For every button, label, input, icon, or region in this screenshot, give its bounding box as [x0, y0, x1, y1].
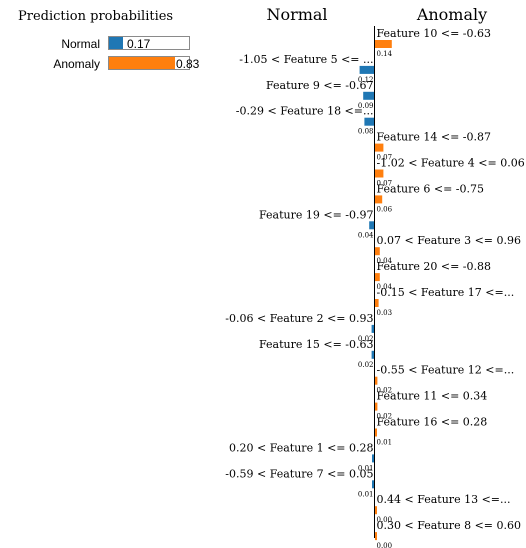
feature-label: 0.30 < Feature 8 <= 0.60 [377, 519, 522, 532]
feature-label: -0.15 < Feature 17 <=... [377, 286, 515, 299]
feature-label: -0.29 < Feature 18 <=... [236, 105, 374, 118]
feature-weight-value: 0.03 [377, 309, 393, 317]
feature-label: Feature 6 <= -0.75 [377, 182, 485, 195]
feature-weight-value: 0.06 [377, 205, 393, 213]
feature-weight-bar [375, 299, 379, 307]
feature-label: Feature 15 <= -0.63 [259, 338, 374, 351]
feature-weight-value: 0.01 [358, 490, 374, 498]
feature-weight-bar [375, 195, 382, 203]
feature-label: Feature 10 <= -0.63 [377, 27, 492, 40]
normal-class-heading: Normal [266, 5, 327, 24]
feature-weight-bar [375, 403, 377, 411]
feature-weight-bar [375, 429, 377, 437]
feature-weight-bar [369, 221, 374, 229]
feature-label: -0.55 < Feature 12 <=... [377, 364, 515, 377]
feature-label: 0.07 < Feature 3 <= 0.96 [377, 234, 522, 247]
feature-label: Feature 20 <= -0.88 [377, 260, 492, 273]
feature-label: 0.44 < Feature 13 <=... [377, 493, 511, 506]
feature-weight-bar [364, 118, 374, 126]
feature-weight-bar [372, 454, 374, 462]
feature-label: Feature 16 <= 0.28 [377, 416, 488, 429]
feature-weight-value: 0.04 [358, 231, 374, 239]
feature-weight-bar [375, 506, 377, 514]
feature-weight-bar [375, 144, 383, 152]
feature-weight-bar [360, 66, 374, 74]
feature-label: -1.02 < Feature 4 <= 0.06 [377, 157, 525, 170]
feature-weight-bar [375, 377, 377, 385]
feature-weight-bar [372, 351, 374, 359]
feature-weight-bar [372, 325, 374, 333]
feature-label: Feature 19 <= -0.97 [259, 208, 374, 221]
feature-label: Feature 9 <= -0.67 [266, 79, 374, 92]
feature-label: -1.05 < Feature 5 <= ... [239, 53, 373, 66]
feature-weight-bar [375, 247, 380, 255]
feature-label: Feature 14 <= -0.87 [377, 131, 492, 144]
feature-weight-bar [375, 532, 377, 540]
feature-weight-value: 0.02 [358, 361, 374, 369]
feature-weight-bar [375, 273, 380, 281]
feature-label: -0.06 < Feature 2 <= 0.93 [225, 312, 373, 325]
feature-label: 0.20 < Feature 1 <= 0.28 [229, 441, 374, 454]
feature-weight-bar [363, 92, 374, 100]
feature-label: Feature 11 <= 0.34 [377, 390, 488, 403]
feature-label: -0.59 < Feature 7 <= 0.05 [225, 467, 373, 480]
feature-weight-value: 0.14 [377, 50, 393, 58]
feature-weight-value: 0.08 [358, 128, 374, 136]
feature-weight-value: 0.00 [377, 542, 393, 548]
feature-weight-bar [372, 480, 374, 488]
anomaly-class-heading: Anomaly [416, 5, 487, 24]
feature-weight-bar [375, 40, 392, 48]
feature-weight-bar [375, 170, 383, 178]
feature-weight-value: 0.01 [377, 439, 393, 447]
